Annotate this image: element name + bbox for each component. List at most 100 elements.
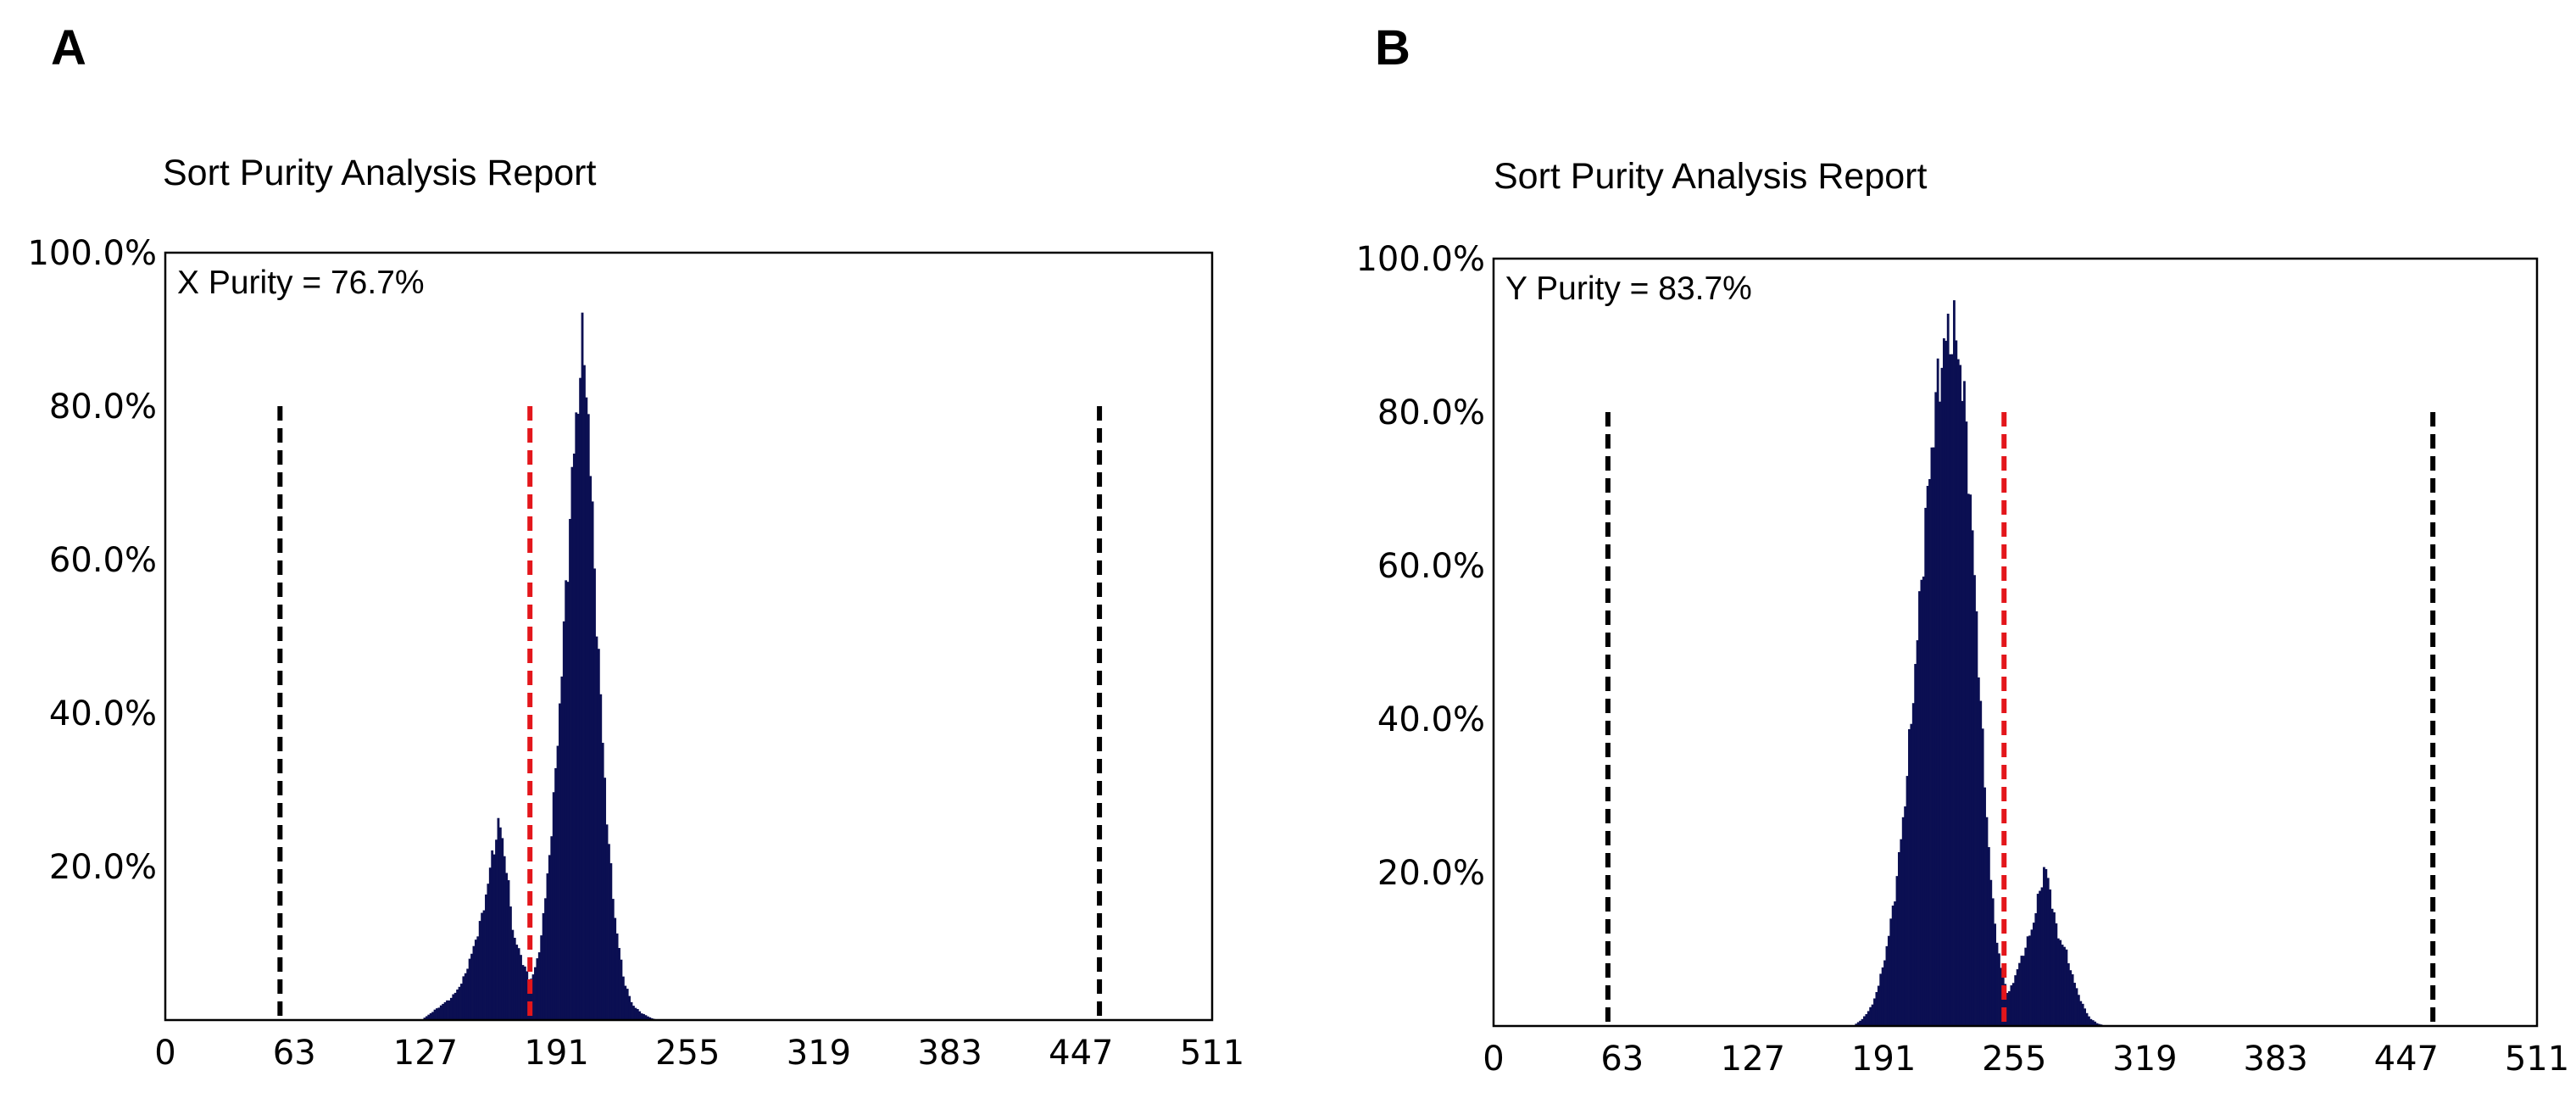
- histogram-bin: [517, 948, 520, 1020]
- histogram-bin: [513, 937, 516, 1020]
- histogram-bin: [1887, 935, 1890, 1026]
- histogram-bin: [2071, 974, 2074, 1026]
- histogram-bin: [546, 873, 549, 1020]
- histogram-bin: [487, 884, 490, 1020]
- x-tick-label: 191: [1851, 1040, 1916, 1079]
- histogram-bin: [562, 621, 565, 1020]
- histogram-bin: [1928, 479, 1931, 1026]
- histogram-bin: [2028, 935, 2031, 1026]
- histogram-bin: [1889, 918, 1893, 1026]
- histogram-bin: [523, 966, 526, 1020]
- histogram-bin: [2053, 912, 2056, 1026]
- histogram-bin: [423, 1018, 426, 1020]
- histogram-bin: [474, 940, 477, 1020]
- histogram-bin: [481, 912, 484, 1020]
- histogram-bin: [632, 1006, 635, 1020]
- histogram-bin: [1979, 700, 1983, 1026]
- histogram-bin: [1981, 728, 1984, 1026]
- y-tick-label: 80.0%: [49, 388, 157, 427]
- histogram-bin: [581, 312, 584, 1021]
- histogram-bin: [491, 850, 494, 1020]
- histogram-bin: [1922, 576, 1925, 1026]
- histogram-bin: [1994, 923, 1997, 1026]
- histogram-bin: [583, 365, 586, 1020]
- histogram-bin: [1985, 817, 1989, 1026]
- histogram-bin: [1949, 354, 1952, 1026]
- histogram-bin: [1918, 591, 1921, 1026]
- histogram-bin: [1939, 401, 1941, 1026]
- histogram-bin: [2016, 969, 2019, 1026]
- histogram-bin: [2020, 956, 2023, 1026]
- histogram-bin: [609, 863, 613, 1020]
- histogram-bin: [526, 971, 529, 1020]
- histogram-bin: [618, 947, 620, 1020]
- histogram-bin: [537, 952, 541, 1020]
- histogram-bin: [531, 974, 535, 1020]
- histogram-bin: [1901, 817, 1905, 1026]
- histogram-bin: [2084, 1008, 2087, 1026]
- histogram-bin: [2063, 946, 2066, 1026]
- histogram-bin: [2091, 1020, 2095, 1026]
- histogram-bin: [2085, 1012, 2089, 1026]
- histogram-bin: [1963, 381, 1966, 1026]
- x-tick-label: 0: [154, 1034, 175, 1073]
- histogram-bin: [2056, 938, 2060, 1026]
- histogram-bin: [644, 1015, 648, 1020]
- histogram-bin: [460, 984, 463, 1020]
- histogram-bin: [507, 880, 510, 1020]
- histogram-bin: [591, 501, 594, 1020]
- histogram-bin: [1955, 340, 1958, 1026]
- histogram-bin: [1924, 507, 1928, 1026]
- histogram-bin: [1879, 973, 1883, 1026]
- histogram-bin: [630, 1001, 633, 1020]
- histogram-bin: [1987, 847, 1990, 1026]
- histogram-bin: [1908, 728, 1911, 1026]
- histogram-bin: [1916, 640, 1919, 1026]
- y-tick-label: 20.0%: [1377, 854, 1485, 893]
- histogram-bin: [2026, 936, 2029, 1026]
- histogram-bin: [608, 844, 610, 1020]
- histogram-bin: [2008, 990, 2011, 1026]
- histogram-bin: [2039, 890, 2042, 1026]
- x-tick-label: 63: [1600, 1040, 1644, 1079]
- x-axis-ticks: 0 63 127 191 255 319 383 447 511: [1483, 1040, 2569, 1079]
- plot-frame: [1492, 257, 2539, 1028]
- histogram-bin: [534, 967, 537, 1020]
- histogram-bin: [503, 856, 506, 1020]
- histogram-bin: [458, 986, 461, 1020]
- histogram-bin: [1906, 776, 1909, 1026]
- histogram-bin: [595, 636, 598, 1020]
- histogram-bin: [1956, 359, 1960, 1026]
- histogram-bin: [597, 649, 600, 1020]
- histogram-bin: [453, 992, 457, 1020]
- x-axis-ticks: 0 63 127 191 255 319 383 447 511: [154, 1034, 1244, 1073]
- histogram-bin: [620, 959, 623, 1020]
- histogram-bin: [1865, 1013, 1868, 1026]
- histogram-bin: [643, 1013, 645, 1020]
- histogram-bin: [2094, 1021, 2097, 1026]
- histogram-bin: [621, 976, 625, 1020]
- purity-annotation: Y Purity = 83.7%: [1505, 270, 1752, 307]
- histogram-bin: [560, 676, 564, 1020]
- histogram-bin: [544, 898, 547, 1020]
- x-tick-label: 63: [273, 1034, 316, 1073]
- histogram-bin: [452, 994, 455, 1020]
- histogram-bin: [1930, 447, 1933, 1026]
- histogram-bin: [1856, 1022, 1860, 1026]
- histogram-bin: [2095, 1023, 2099, 1026]
- histogram-bin: [599, 694, 603, 1020]
- histogram-bin: [2032, 923, 2035, 1026]
- histogram-bin: [2006, 992, 2009, 1026]
- histogram-bin: [462, 976, 465, 1020]
- histogram-bin: [1942, 337, 1945, 1026]
- histogram-bin: [1871, 1004, 1874, 1026]
- histogram-bin: [1885, 945, 1889, 1026]
- histogram-bin: [1945, 340, 1948, 1026]
- histogram-bin: [2073, 983, 2076, 1026]
- histogram-bin: [566, 582, 570, 1020]
- histogram-bin: [2011, 983, 2015, 1026]
- histogram-bin: [593, 568, 596, 1020]
- plot-frame: [164, 251, 1214, 1022]
- histogram-bin: [492, 854, 496, 1020]
